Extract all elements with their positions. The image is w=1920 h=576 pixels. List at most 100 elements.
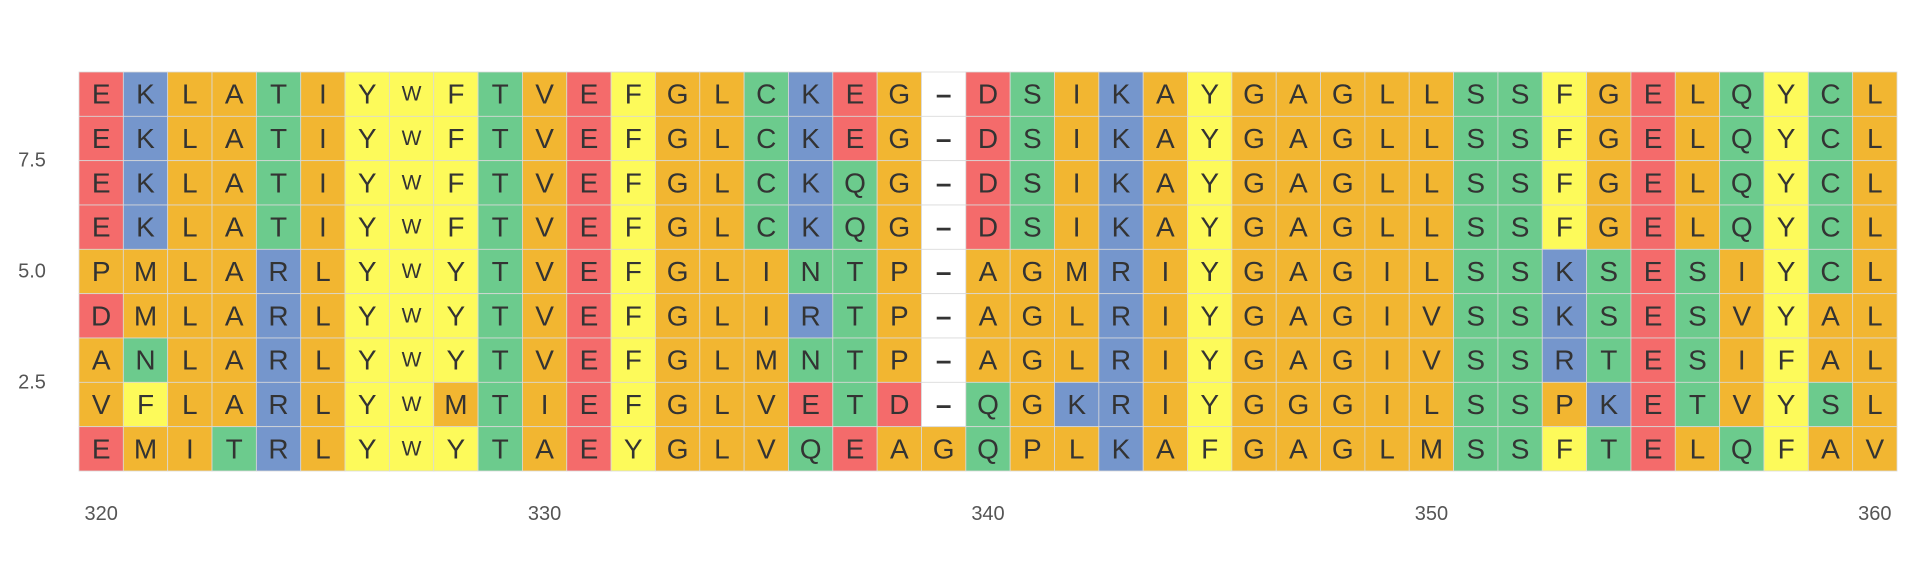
residue-letter: K (1555, 300, 1574, 331)
residue-letter: F (447, 212, 464, 243)
y-tick-label: 2.5 (18, 371, 46, 393)
residue-letter: Y (1200, 79, 1219, 110)
residue-letter: E (580, 389, 599, 420)
residue-letter: L (714, 389, 730, 420)
residue-cell (1719, 426, 1765, 472)
residue-cell (300, 293, 346, 339)
residue-letter: Y (358, 212, 377, 243)
residue-letter: V (535, 300, 554, 331)
residue-cell (522, 204, 568, 250)
residue-cell (1852, 337, 1898, 383)
residue-cell (477, 381, 523, 428)
residue-letter: Y (447, 345, 466, 376)
residue-letter: F (625, 123, 642, 154)
residue-letter: I (1073, 79, 1081, 110)
residue-cell (1541, 115, 1588, 162)
residue-cell (1231, 293, 1277, 339)
residue-letter: – (936, 300, 952, 331)
residue-letter: E (846, 123, 865, 154)
residue-cell (211, 381, 257, 428)
residue-letter: C (756, 212, 776, 243)
residue-letter: G (1243, 389, 1265, 420)
residue-letter: T (492, 389, 509, 420)
residue-letter: S (1821, 389, 1840, 420)
residue-cell (78, 71, 124, 117)
residue-letter: G (667, 433, 689, 464)
residue-letter: C (756, 123, 776, 154)
residue-letter: L (315, 345, 331, 376)
residue-letter: L (1379, 212, 1395, 243)
residue-cell (1364, 248, 1410, 295)
residue-cell (1630, 381, 1676, 428)
residue-letter: A (1156, 79, 1175, 110)
residue-letter: F (1556, 79, 1573, 110)
residue-cell (1142, 115, 1188, 162)
residue-cell (78, 115, 124, 162)
residue-letter: C (1820, 123, 1840, 154)
residue-letter: Y (358, 256, 377, 287)
residue-letter: Y (447, 300, 466, 331)
residue-cell (1408, 248, 1454, 295)
residue-letter: A (1156, 123, 1175, 154)
residue-cell (832, 337, 878, 383)
residue-letter: P (1555, 389, 1574, 420)
residue-letter: G (1287, 389, 1309, 420)
residue-letter: L (182, 123, 198, 154)
residue-letter: N (801, 345, 821, 376)
residue-letter: L (1867, 345, 1883, 376)
residue-letter: E (1644, 345, 1663, 376)
residue-letter: W (402, 304, 422, 327)
residue-letter: W (402, 83, 422, 106)
residue-letter: T (492, 345, 509, 376)
residue-letter: F (447, 167, 464, 198)
residue-letter: F (1556, 123, 1573, 154)
residue-cell (433, 293, 479, 339)
residue-letter: Y (358, 167, 377, 198)
residue-letter: A (1156, 433, 1175, 464)
residue-letter: G (667, 389, 689, 420)
residue-letter: Q (800, 433, 822, 464)
residue-cell (1187, 426, 1233, 472)
residue-cell (1586, 248, 1632, 295)
residue-letter: L (1069, 300, 1085, 331)
residue-cell (566, 160, 612, 206)
residue-letter: D (91, 300, 111, 331)
residue-letter: L (1424, 123, 1440, 154)
residue-letter: G (1332, 300, 1354, 331)
residue-letter: Q (1731, 433, 1753, 464)
residue-letter: I (762, 300, 770, 331)
residue-cell (1231, 115, 1277, 162)
residue-cell (1497, 426, 1543, 472)
residue-letter: A (225, 389, 244, 420)
residue-letter: D (978, 123, 998, 154)
residue-cell (1408, 293, 1454, 339)
residue-letter: T (270, 167, 287, 198)
residue-letter: G (888, 123, 910, 154)
residue-cell (388, 115, 435, 162)
residue-cell (1453, 204, 1499, 250)
residue-cell (1364, 381, 1410, 428)
residue-letter: E (801, 389, 820, 420)
residue-letter: E (580, 79, 599, 110)
residue-cell (1231, 71, 1277, 117)
residue-letter: K (801, 79, 820, 110)
residue-cell (743, 426, 789, 472)
residue-letter: P (890, 345, 909, 376)
residue-cell (1852, 204, 1898, 250)
residue-cell (167, 337, 213, 383)
residue-letter: Q (977, 389, 999, 420)
residue-letter: A (1289, 256, 1308, 287)
residue-letter: L (1690, 212, 1706, 243)
residue-letter: S (1023, 167, 1042, 198)
residue-letter: L (1690, 167, 1706, 198)
residue-letter: E (580, 300, 599, 331)
residue-cell (433, 160, 479, 206)
residue-letter: I (1161, 345, 1169, 376)
residue-cell (1497, 381, 1543, 428)
residue-cell (78, 381, 124, 428)
residue-cell (477, 71, 523, 117)
residue-letter: W (402, 260, 422, 283)
residue-letter: A (1289, 345, 1308, 376)
residue-letter: E (92, 433, 111, 464)
residue-letter: G (1021, 389, 1043, 420)
